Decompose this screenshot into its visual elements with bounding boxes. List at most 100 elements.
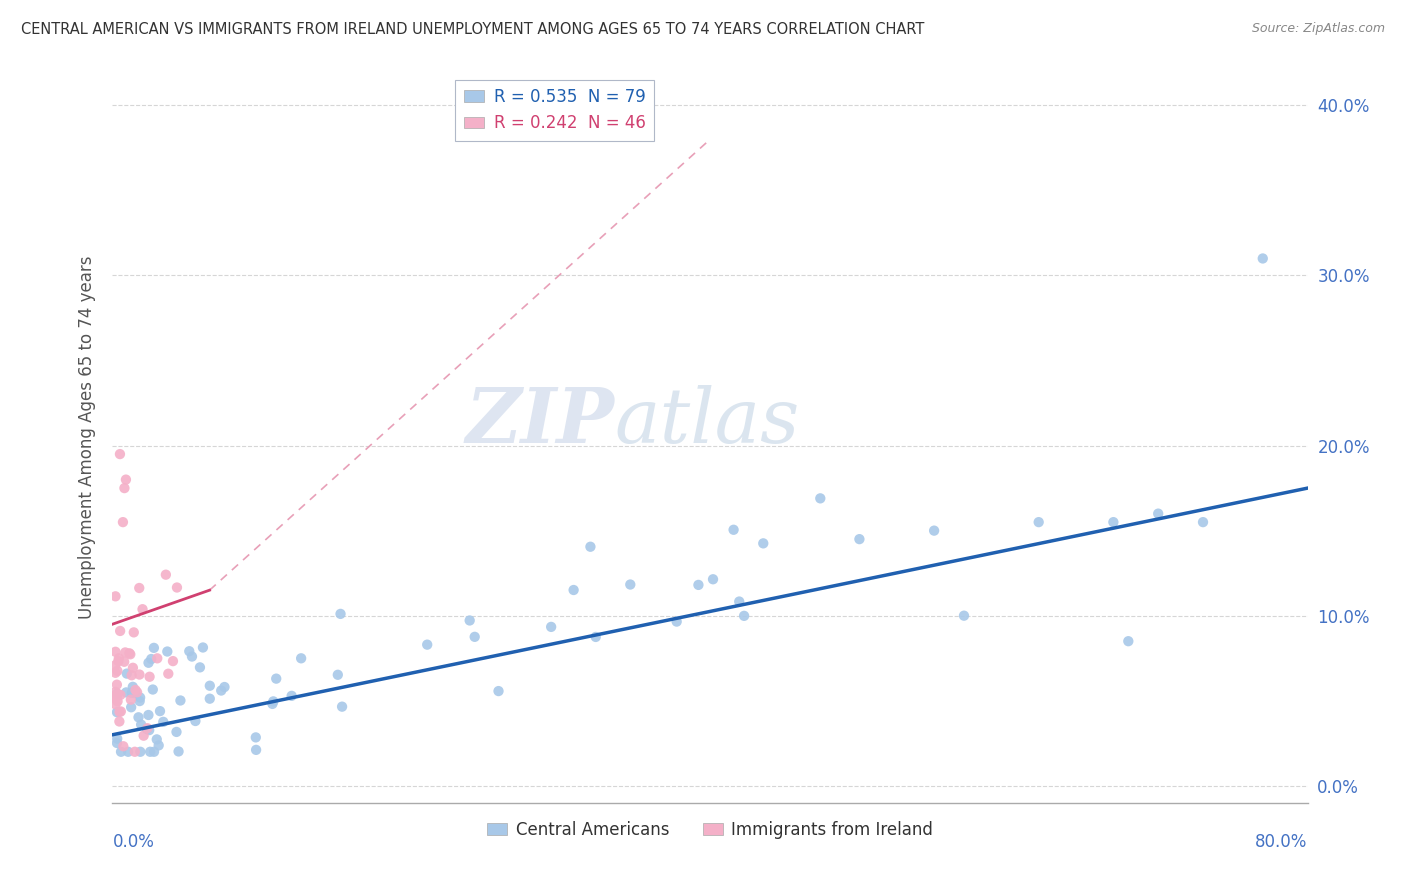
Point [108, 447, 131, 461]
Point [128, 667, 150, 681]
Point [143, 745, 166, 759]
Point [104, 658, 127, 673]
Point [562, 582, 585, 597]
Point [733, 608, 755, 623]
Point [136, 722, 159, 736]
Text: ZIP: ZIP [465, 385, 614, 459]
Point [142, 640, 165, 655]
Point [155, 567, 177, 582]
Point [262, 694, 284, 708]
Point [114, 645, 136, 659]
Point [167, 744, 190, 758]
Point [702, 572, 724, 586]
Point [179, 644, 201, 658]
Point [198, 691, 221, 706]
Point [138, 670, 160, 684]
Point [127, 685, 149, 699]
Point [665, 615, 688, 629]
Point [188, 660, 211, 674]
Point [108, 714, 131, 729]
Point [129, 717, 152, 731]
Point [138, 708, 160, 723]
Point [141, 652, 163, 666]
Point [1147, 507, 1170, 521]
Point [148, 739, 170, 753]
Point [723, 523, 745, 537]
Point [1102, 515, 1125, 529]
Point [121, 686, 143, 700]
Point [1028, 515, 1050, 529]
Point [105, 736, 128, 750]
Point [105, 678, 128, 692]
Point [166, 725, 188, 739]
Point [1118, 634, 1140, 648]
Text: CENTRAL AMERICAN VS IMMIGRANTS FROM IRELAND UNEMPLOYMENT AMONG AGES 65 TO 74 YEA: CENTRAL AMERICAN VS IMMIGRANTS FROM IREL… [21, 22, 925, 37]
Text: 80.0%: 80.0% [1256, 833, 1308, 851]
Point [111, 515, 134, 529]
Point [416, 638, 439, 652]
Point [110, 745, 132, 759]
Point [209, 683, 232, 698]
Point [138, 656, 160, 670]
Point [157, 666, 180, 681]
Point [128, 694, 150, 708]
Point [110, 688, 132, 702]
Point [488, 684, 510, 698]
Point [108, 651, 131, 665]
Point [290, 651, 312, 665]
Point [129, 745, 152, 759]
Point [329, 607, 352, 621]
Point [458, 614, 481, 628]
Point [953, 608, 976, 623]
Point [540, 620, 562, 634]
Point [922, 524, 945, 538]
Text: 0.0%: 0.0% [112, 833, 155, 851]
Legend: Central Americans, Immigrants from Ireland: Central Americans, Immigrants from Irela… [481, 814, 939, 846]
Point [112, 655, 135, 669]
Point [104, 691, 127, 706]
Point [198, 679, 221, 693]
Point [122, 625, 145, 640]
Text: Source: ZipAtlas.com: Source: ZipAtlas.com [1251, 22, 1385, 36]
Point [808, 491, 831, 506]
Point [105, 705, 128, 719]
Point [169, 693, 191, 707]
Point [124, 745, 146, 759]
Point [121, 668, 143, 682]
Point [145, 732, 167, 747]
Point [1251, 252, 1274, 266]
Point [115, 473, 138, 487]
Point [688, 578, 710, 592]
Point [579, 540, 602, 554]
Point [105, 664, 128, 678]
Point [1192, 515, 1215, 529]
Point [112, 739, 135, 754]
Point [214, 680, 236, 694]
Point [110, 705, 132, 719]
Point [128, 710, 150, 724]
Point [181, 649, 204, 664]
Point [122, 661, 145, 675]
Point [139, 745, 162, 759]
Point [128, 581, 150, 595]
Point [752, 536, 775, 550]
Point [105, 687, 128, 701]
Point [146, 651, 169, 665]
Point [245, 731, 267, 745]
Point [104, 645, 127, 659]
Point [124, 686, 146, 700]
Point [326, 667, 349, 681]
Point [104, 698, 127, 712]
Point [262, 697, 284, 711]
Point [120, 700, 142, 714]
Point [848, 532, 870, 546]
Point [162, 654, 184, 668]
Point [108, 705, 131, 719]
Point [585, 630, 607, 644]
Point [191, 640, 214, 655]
Point [118, 646, 141, 660]
Point [104, 689, 127, 703]
Point [264, 672, 287, 686]
Point [142, 682, 165, 697]
Point [156, 644, 179, 658]
